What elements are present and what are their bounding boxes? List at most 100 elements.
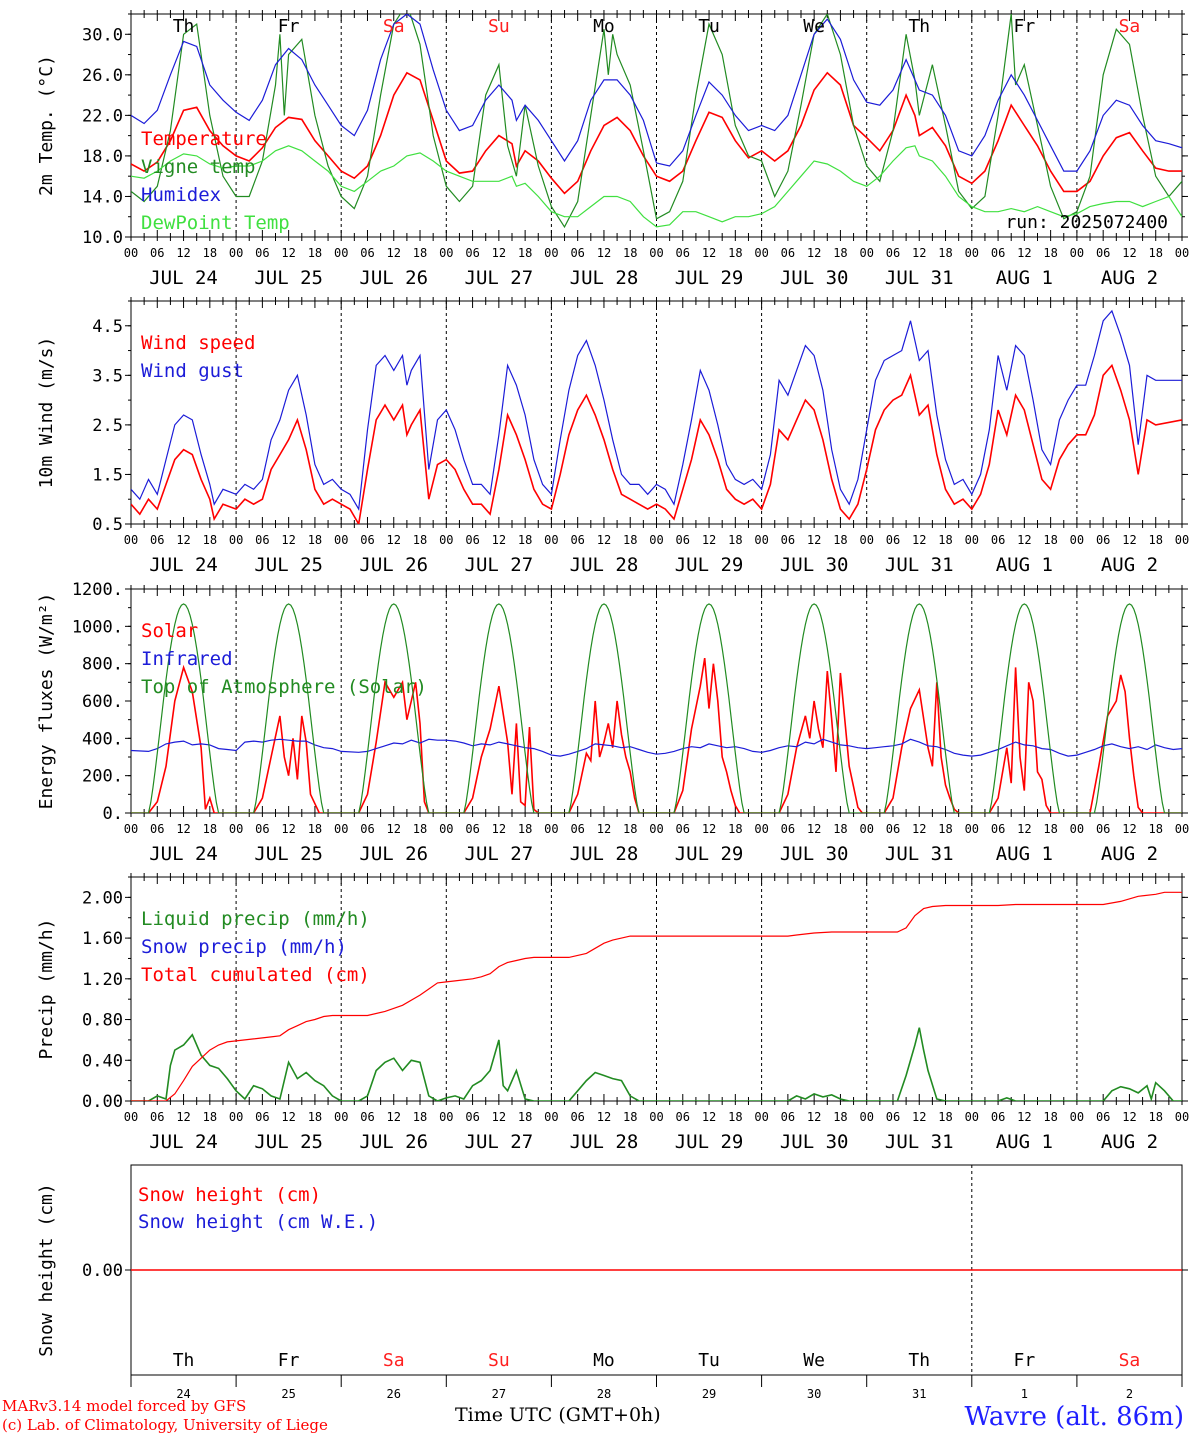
date-label: JUL 31 (885, 554, 954, 576)
y-tick-label: 2.5 (92, 416, 123, 436)
legend-label: Temperature (141, 128, 267, 150)
hour-tick-label: 06 (676, 246, 690, 260)
day-of-week-label: Th (173, 16, 195, 37)
date-label: JUL 26 (359, 267, 428, 289)
date-label: JUL 30 (780, 554, 849, 576)
footer-credits: MARv3.14 model forced by GFS (c) Lab. of… (2, 1397, 328, 1435)
date-label: JUL 26 (359, 554, 428, 576)
hour-tick-label: 12 (1122, 1110, 1136, 1124)
hour-tick-label: 00 (965, 246, 979, 260)
hour-tick-label: 18 (728, 533, 742, 547)
hour-tick-label: 00 (1175, 822, 1189, 836)
hour-tick-label: 18 (518, 246, 532, 260)
hour-tick-label: 12 (492, 246, 506, 260)
date-label: JUL 26 (359, 843, 428, 865)
hour-tick-label: 00 (334, 1110, 348, 1124)
y-tick-label: 14.0 (82, 187, 123, 207)
hour-tick-label: 00 (544, 1110, 558, 1124)
footer-credit-text: (c) Lab. of Climatology, University of L… (2, 1416, 328, 1434)
hour-tick-label: 12 (176, 1110, 190, 1124)
hour-tick-label: 00 (859, 533, 873, 547)
hour-tick-label: 12 (1122, 822, 1136, 836)
hour-tick-label: 06 (676, 1110, 690, 1124)
hour-tick-label: 06 (991, 822, 1005, 836)
day-of-week-label: We (803, 1350, 825, 1371)
hour-tick-label: 00 (649, 246, 663, 260)
hour-tick-label: 06 (886, 1110, 900, 1124)
hour-tick-label: 06 (360, 533, 374, 547)
hour-tick-label: 12 (912, 533, 926, 547)
hour-tick-label: 18 (1043, 822, 1057, 836)
day-of-week-label: Fr (278, 1350, 300, 1371)
date-label: JUL 28 (570, 554, 639, 576)
panel-2 (125, 297, 1188, 528)
legend-label: Humidex (141, 184, 221, 206)
hour-tick-label: 12 (492, 822, 506, 836)
day-of-week-label: Sa (383, 1350, 405, 1371)
y-tick-label: 1.20 (82, 970, 123, 990)
hour-tick-label: 18 (623, 246, 637, 260)
hour-tick-label: 12 (387, 246, 401, 260)
day-number-label: 2 (1126, 1387, 1133, 1401)
hour-tick-label: 12 (597, 1110, 611, 1124)
series-line (131, 71, 1182, 195)
hour-tick-label: 18 (203, 533, 217, 547)
date-label: JUL 31 (885, 843, 954, 865)
legend-label: Snow height (cm) (138, 1184, 321, 1206)
hour-tick-label: 00 (859, 1110, 873, 1124)
hour-tick-label: 18 (1043, 246, 1057, 260)
station-title: Wavre (alt. 86m) (964, 1402, 1184, 1432)
legend-label: Top of Atmosphere (Solar) (141, 676, 427, 698)
y-tick-label: 2.00 (82, 888, 123, 908)
day-of-week-label: Su (488, 1350, 510, 1371)
hour-tick-label: 06 (465, 246, 479, 260)
hour-tick-label: 18 (728, 822, 742, 836)
day-of-week-label: Th (173, 1350, 195, 1371)
date-label: JUL 28 (570, 1131, 639, 1153)
hour-tick-label: 00 (439, 822, 453, 836)
date-label: JUL 27 (465, 267, 534, 289)
y-tick-label: 800. (82, 655, 123, 675)
hour-tick-label: 12 (702, 533, 716, 547)
panel-1 (125, 10, 1188, 241)
hour-tick-label: 12 (597, 822, 611, 836)
y-tick-label: 30.0 (82, 25, 123, 45)
hour-tick-label: 00 (965, 533, 979, 547)
date-label: JUL 27 (465, 843, 534, 865)
day-of-week-label: Th (908, 16, 930, 37)
series-line (131, 145, 1182, 228)
series-line (131, 309, 1182, 511)
hour-tick-label: 18 (623, 533, 637, 547)
y-tick-label: 400. (82, 729, 123, 749)
hour-tick-label: 12 (387, 533, 401, 547)
hour-tick-label: 12 (387, 1110, 401, 1124)
y-tick-label: 0.40 (82, 1051, 123, 1071)
hour-tick-label: 00 (229, 1110, 243, 1124)
series-line (131, 14, 1182, 229)
y-tick-label: 1.60 (82, 929, 123, 949)
hour-tick-label: 18 (1148, 1110, 1162, 1124)
hour-tick-label: 06 (150, 1110, 164, 1124)
hour-tick-label: 12 (807, 1110, 821, 1124)
y-tick-label: 600. (82, 692, 123, 712)
hour-tick-label: 12 (702, 822, 716, 836)
date-label: AUG 1 (996, 554, 1053, 576)
day-of-week-label: Fr (278, 16, 300, 37)
day-of-week-label: Sa (383, 16, 405, 37)
y-axis-label: Precip (mm/h) (36, 919, 57, 1060)
hour-tick-label: 18 (938, 533, 952, 547)
hour-tick-label: 06 (360, 822, 374, 836)
hour-tick-label: 00 (544, 822, 558, 836)
date-label: JUL 31 (885, 267, 954, 289)
panel-4 (125, 873, 1188, 1105)
legend-label: Solar (141, 620, 198, 642)
hour-tick-label: 12 (1017, 822, 1031, 836)
hour-tick-label: 18 (1148, 533, 1162, 547)
date-label: JUL 25 (254, 267, 323, 289)
y-tick-label: 200. (82, 767, 123, 787)
hour-tick-label: 12 (1017, 1110, 1031, 1124)
date-label: JUL 25 (254, 554, 323, 576)
day-number-label: 30 (807, 1387, 821, 1401)
hour-tick-label: 18 (728, 1110, 742, 1124)
